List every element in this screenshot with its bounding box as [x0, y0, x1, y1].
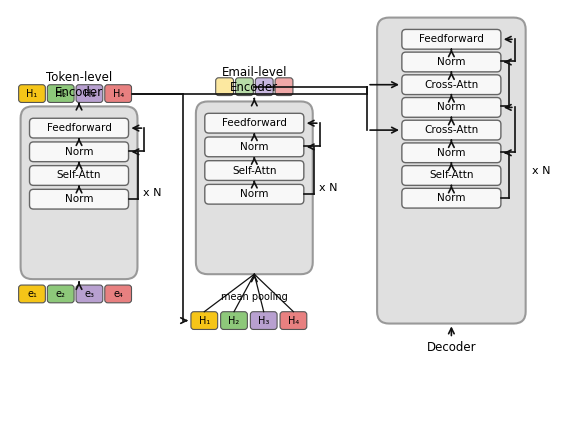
Text: Feedforward: Feedforward: [419, 35, 484, 44]
FancyBboxPatch shape: [19, 285, 45, 303]
Text: x N: x N: [144, 188, 162, 198]
Text: Feedforward: Feedforward: [222, 118, 287, 128]
FancyBboxPatch shape: [402, 29, 501, 49]
Text: Cross-Attn: Cross-Attn: [424, 80, 479, 90]
FancyBboxPatch shape: [205, 137, 304, 157]
FancyBboxPatch shape: [205, 184, 304, 204]
Text: H₄: H₄: [288, 316, 299, 325]
FancyBboxPatch shape: [402, 166, 501, 185]
FancyBboxPatch shape: [205, 113, 304, 133]
Text: e₁: e₁: [27, 289, 37, 299]
FancyBboxPatch shape: [402, 188, 501, 208]
FancyBboxPatch shape: [30, 166, 129, 185]
Text: H₄: H₄: [113, 89, 124, 98]
FancyBboxPatch shape: [30, 118, 129, 138]
FancyBboxPatch shape: [47, 85, 74, 103]
Text: mean pooling: mean pooling: [221, 292, 288, 302]
Text: Self-Attn: Self-Attn: [429, 170, 474, 181]
FancyBboxPatch shape: [76, 85, 103, 103]
Text: Self-Attn: Self-Attn: [232, 166, 276, 176]
FancyBboxPatch shape: [30, 142, 129, 162]
FancyBboxPatch shape: [105, 85, 132, 103]
Text: Norm: Norm: [65, 194, 93, 204]
FancyBboxPatch shape: [76, 285, 103, 303]
FancyBboxPatch shape: [19, 85, 45, 103]
Text: x N: x N: [319, 183, 337, 193]
FancyBboxPatch shape: [196, 101, 313, 274]
Text: Token-level
Encoder: Token-level Encoder: [46, 71, 112, 98]
Text: Email-level
Encoder: Email-level Encoder: [221, 66, 287, 94]
FancyBboxPatch shape: [221, 312, 247, 329]
Text: H₂: H₂: [55, 89, 66, 98]
Text: H₃: H₃: [84, 89, 95, 98]
FancyBboxPatch shape: [105, 285, 132, 303]
FancyBboxPatch shape: [191, 312, 218, 329]
Text: Norm: Norm: [240, 142, 269, 152]
FancyBboxPatch shape: [255, 78, 273, 95]
Text: Norm: Norm: [437, 102, 466, 112]
FancyBboxPatch shape: [402, 75, 501, 95]
FancyBboxPatch shape: [402, 120, 501, 140]
FancyBboxPatch shape: [216, 78, 233, 95]
Text: Self-Attn: Self-Attn: [57, 170, 101, 181]
Text: e₂: e₂: [56, 289, 66, 299]
Text: H₃: H₃: [258, 316, 269, 325]
Text: Feedforward: Feedforward: [46, 123, 112, 133]
FancyBboxPatch shape: [236, 78, 253, 95]
Text: e₃: e₃: [85, 289, 94, 299]
FancyBboxPatch shape: [402, 143, 501, 163]
Text: Norm: Norm: [65, 147, 93, 157]
Text: H₁: H₁: [198, 316, 210, 325]
Text: Norm: Norm: [437, 148, 466, 158]
Text: H₁: H₁: [26, 89, 38, 98]
FancyBboxPatch shape: [21, 106, 137, 279]
Text: Norm: Norm: [437, 193, 466, 203]
Text: Norm: Norm: [437, 57, 466, 67]
FancyBboxPatch shape: [205, 161, 304, 181]
Text: Cross-Attn: Cross-Attn: [424, 125, 479, 135]
FancyBboxPatch shape: [402, 52, 501, 72]
Text: Decoder: Decoder: [427, 341, 476, 354]
FancyBboxPatch shape: [275, 78, 293, 95]
Text: e₄: e₄: [113, 289, 123, 299]
FancyBboxPatch shape: [402, 98, 501, 117]
Text: Norm: Norm: [240, 189, 269, 199]
Text: x N: x N: [531, 166, 550, 176]
FancyBboxPatch shape: [280, 312, 307, 329]
Text: H₂: H₂: [228, 316, 240, 325]
FancyBboxPatch shape: [30, 189, 129, 209]
FancyBboxPatch shape: [251, 312, 277, 329]
FancyBboxPatch shape: [47, 285, 74, 303]
FancyBboxPatch shape: [377, 17, 526, 323]
